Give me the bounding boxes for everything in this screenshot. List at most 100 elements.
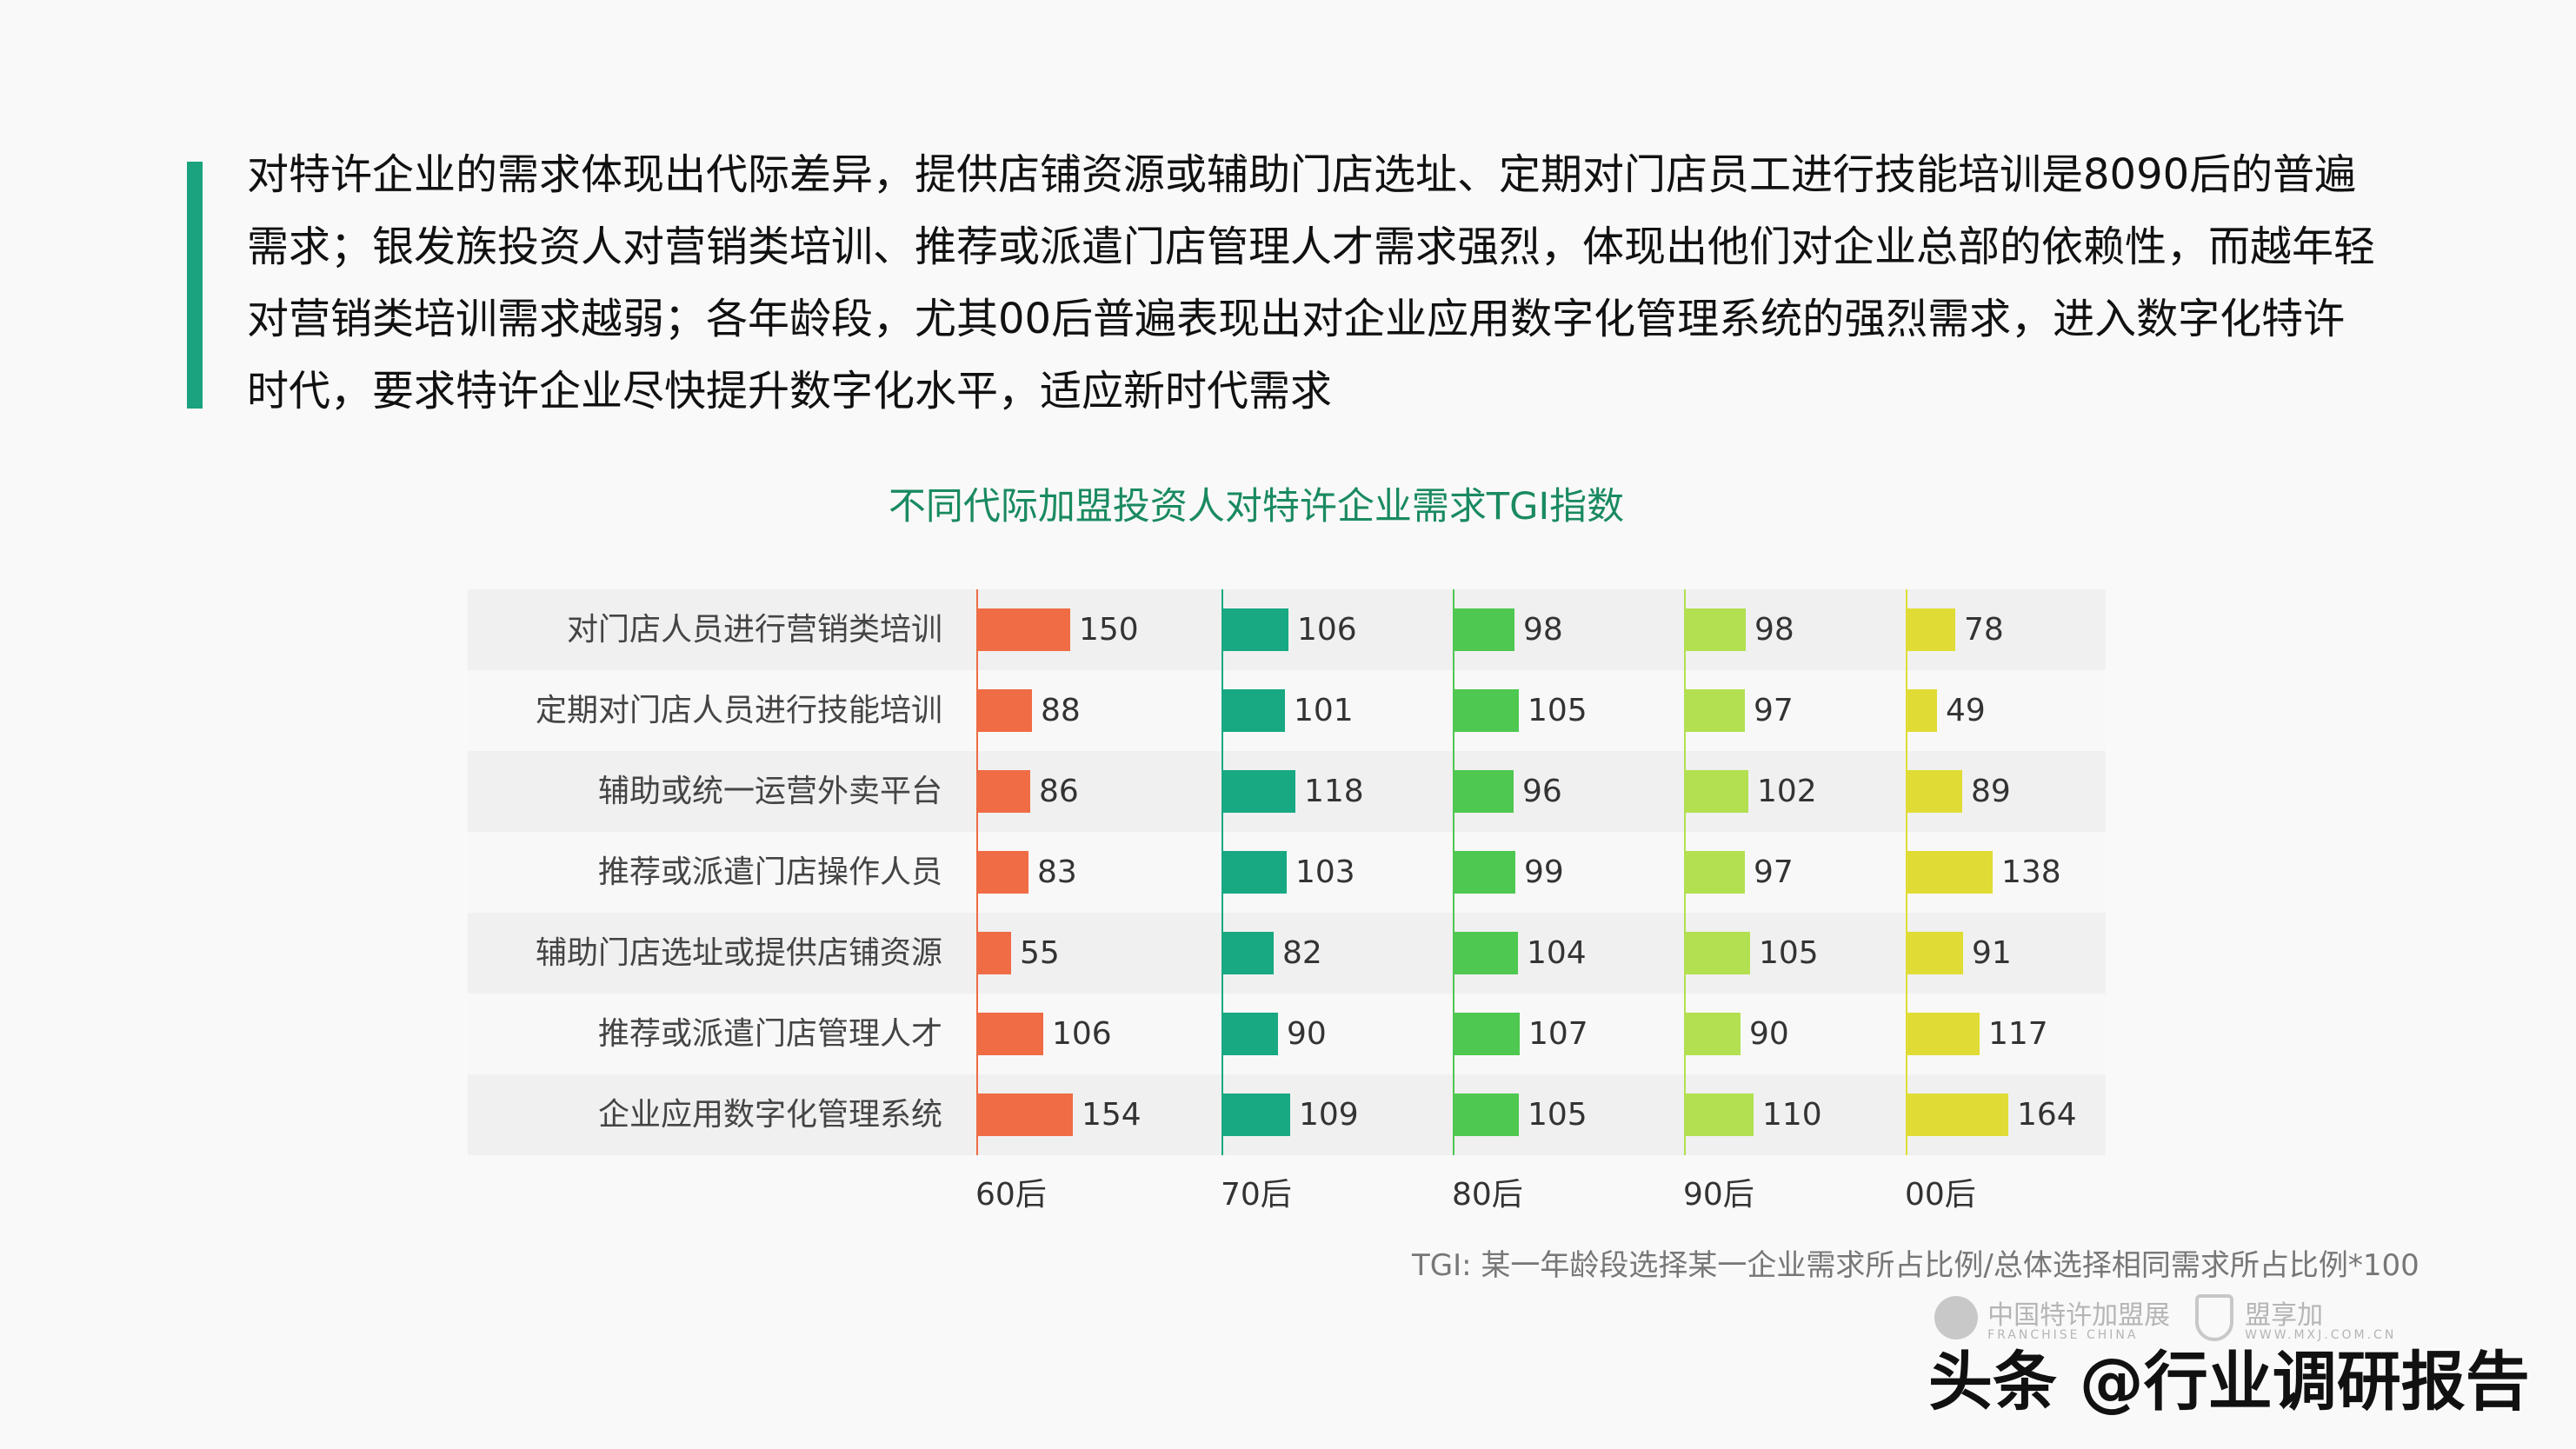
bar — [1907, 851, 1993, 894]
column-label: 60后 — [975, 1177, 1047, 1213]
bar-value: 106 — [1052, 1016, 1112, 1052]
bar — [1222, 1013, 1278, 1055]
chart-title: 不同代际加盟投资人对特许企业需求TGI指数 — [888, 485, 1625, 528]
chart-row: 辅助或统一运营外卖平台 86 118 96 102 89 — [468, 751, 2106, 832]
bar — [1222, 851, 1287, 894]
bar — [977, 770, 1030, 813]
summary-line: 时代，要求特许企业尽快提升数字化水平，适应新时代需求 — [247, 367, 1333, 415]
axis-line — [1453, 589, 1454, 1155]
bar — [1907, 689, 1937, 732]
bar — [1685, 689, 1745, 732]
chart-row: 推荐或派遣门店管理人才 106 90 107 90 117 — [468, 994, 2106, 1074]
column-label: 90后 — [1683, 1177, 1754, 1213]
bar-value: 78 — [1964, 612, 2004, 648]
bar-value: 89 — [1971, 774, 2011, 809]
row-label: 企业应用数字化管理系统 — [597, 1097, 942, 1133]
axis-line — [1684, 589, 1686, 1155]
partner-logos: 中国特许加盟展 FRANCHISE CHINA 盟享加 WWW.MXJ.COM.… — [1934, 1293, 2421, 1363]
column-label: 70后 — [1221, 1177, 1292, 1213]
bar-value: 154 — [1082, 1097, 1142, 1133]
axis-line — [1221, 589, 1223, 1155]
bar — [977, 1013, 1043, 1055]
bar-value: 83 — [1037, 854, 1077, 890]
bar-value: 102 — [1757, 774, 1817, 809]
infinity-logo-icon — [1934, 1296, 1978, 1339]
bar — [1685, 932, 1750, 974]
column-label: 00后 — [1905, 1177, 1976, 1213]
tgi-footnote: TGI: 某一年龄段选择某一企业需求所占比例/总体选择相同需求所占比例*100 — [1412, 1248, 2420, 1283]
bar — [1454, 770, 1514, 813]
row-label: 推荐或派遣门店操作人员 — [597, 854, 942, 890]
bar — [1222, 932, 1274, 974]
bar-value: 107 — [1528, 1016, 1588, 1052]
row-label: 辅助门店选址或提供店铺资源 — [535, 935, 942, 971]
bar-value: 96 — [1522, 774, 1562, 809]
bar — [1222, 608, 1288, 651]
mxj-en: WWW.MXJ.COM.CN — [2245, 1328, 2397, 1342]
bar-value: 88 — [1041, 693, 1081, 728]
bar-value: 98 — [1523, 612, 1563, 648]
bar-value: 103 — [1295, 854, 1355, 890]
bar-value: 91 — [1972, 935, 2012, 971]
bar-value: 55 — [1020, 935, 1060, 971]
bar-value: 109 — [1299, 1097, 1359, 1133]
mxj-cn: 盟享加 — [2245, 1300, 2324, 1331]
bar — [1685, 851, 1745, 894]
accent-bar — [187, 162, 203, 409]
bar — [1907, 932, 1963, 974]
bar-value: 98 — [1754, 612, 1794, 648]
bar-value: 105 — [1528, 693, 1588, 728]
bar — [1685, 1093, 1754, 1136]
bar-value: 49 — [1946, 693, 1986, 728]
summary-line: 对营销类培训需求越弱；各年龄段，尤其00后普遍表现出对企业应用数字化管理系统的强… — [247, 295, 2346, 343]
bar — [1907, 770, 1962, 813]
bar-value: 99 — [1524, 854, 1564, 890]
bar — [1222, 1093, 1290, 1136]
bar — [1685, 608, 1746, 651]
bar-value: 104 — [1527, 935, 1587, 971]
column-label: 80后 — [1452, 1177, 1523, 1213]
bar-value: 97 — [1754, 854, 1794, 890]
row-label: 推荐或派遣门店管理人才 — [597, 1016, 942, 1052]
bar — [1454, 851, 1515, 894]
bar-value: 138 — [2001, 854, 2061, 890]
bar — [977, 1093, 1073, 1136]
bar — [977, 608, 1070, 651]
bar — [1907, 1093, 2008, 1136]
tgi-chart: 对门店人员进行营销类培训 150 106 98 98 78 定期对门店人员进行技能培训 88 1… — [468, 589, 2106, 1155]
bar — [1454, 608, 1514, 651]
summary-line: 对特许企业的需求体现出代际差异，提供店铺资源或辅助门店选址、定期对门店员工进行技… — [247, 150, 2357, 199]
bar — [977, 689, 1032, 732]
bar — [1685, 770, 1748, 813]
bar — [1222, 770, 1295, 813]
chart-row: 辅助门店选址或提供店铺资源 55 82 104 105 91 — [468, 913, 2106, 994]
bar — [977, 851, 1028, 894]
bar-value: 90 — [1749, 1016, 1789, 1052]
bar-value: 101 — [1294, 693, 1354, 728]
chart-row: 对门店人员进行营销类培训 150 106 98 98 78 — [468, 589, 2106, 670]
chart-row: 企业应用数字化管理系统 154 109 105 110 164 — [468, 1074, 2106, 1155]
bar — [1454, 1013, 1520, 1055]
axis-line — [1906, 589, 1907, 1155]
bar-value: 150 — [1079, 612, 1139, 648]
bar-value: 105 — [1759, 935, 1819, 971]
bar-value: 86 — [1039, 774, 1079, 809]
bar — [1454, 932, 1518, 974]
axis-line — [976, 589, 978, 1155]
bar — [1454, 1093, 1519, 1136]
row-label: 定期对门店人员进行技能培训 — [535, 693, 942, 728]
franchise-china-logo: 中国特许加盟展 FRANCHISE CHINA — [1934, 1293, 2170, 1342]
bar — [1685, 1013, 1741, 1055]
bar-value: 97 — [1754, 693, 1794, 728]
row-label: 辅助或统一运营外卖平台 — [597, 774, 942, 809]
franchise-china-en: FRANCHISE CHINA — [1987, 1328, 2139, 1342]
summary-line: 需求；银发族投资人对营销类培训、推荐或派遣门店管理人才需求强烈，体现出他们对企业… — [247, 223, 2376, 271]
bar-value: 105 — [1528, 1097, 1588, 1133]
bar-value: 117 — [1988, 1016, 2048, 1052]
bar — [1454, 689, 1519, 732]
bar-value: 164 — [2017, 1097, 2077, 1133]
chart-row: 定期对门店人员进行技能培训 88 101 105 97 49 — [468, 670, 2106, 751]
franchise-china-cn: 中国特许加盟展 — [1987, 1300, 2171, 1331]
bar-value: 118 — [1304, 774, 1364, 809]
bar-value: 90 — [1287, 1016, 1327, 1052]
